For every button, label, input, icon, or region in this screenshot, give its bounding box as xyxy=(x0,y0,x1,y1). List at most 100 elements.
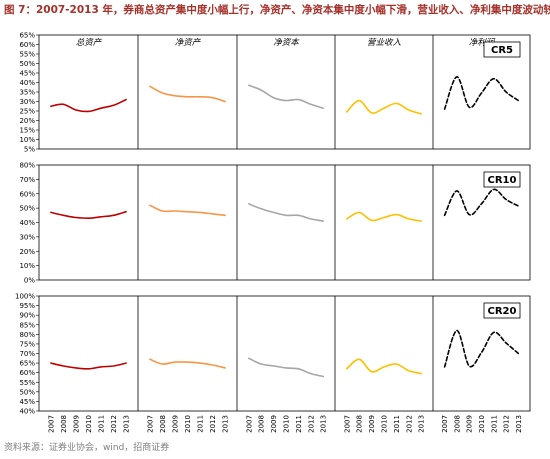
x-tick-label: 2011 xyxy=(98,415,106,433)
y-tick-label: 60% xyxy=(19,190,35,198)
series-line-cr5-col1 xyxy=(50,98,127,113)
series-line-cr20-col5 xyxy=(443,329,520,368)
x-tick-label: 2007 xyxy=(343,415,351,433)
series-line-cr10-col5 xyxy=(443,188,520,217)
series-line-cr10-col4 xyxy=(346,211,422,222)
x-tick-label: 2007 xyxy=(146,415,154,433)
x-tick-label: 2013 xyxy=(320,415,328,433)
y-tick-label: 25% xyxy=(19,108,35,116)
y-tick-label: 65% xyxy=(19,360,35,368)
figure-source: 资料来源：证券业协会，wind，招商证券 xyxy=(4,443,170,453)
panel-row-cr20: 40% 45% 50%55% 60%65% 70% 75%80% 85%90% 95%100%… xyxy=(15,293,531,433)
series-line-cr20-col2 xyxy=(149,358,226,369)
y-tick-label: 40% xyxy=(19,408,35,416)
x-tick-label: 2012 xyxy=(503,415,511,433)
column-header: 总资产 xyxy=(76,37,103,48)
x-tick-label: 2009 xyxy=(466,415,474,433)
x-tick-label: 2010 xyxy=(478,415,486,433)
panel-row-cr10: 0% 10% 20% 30% 40% 50% 60% 70% 80% CR10 xyxy=(19,162,531,285)
y-tick-label: 45% xyxy=(19,398,35,406)
series-line-cr10-col1 xyxy=(50,210,127,220)
x-tick-label: 2011 xyxy=(295,415,303,433)
x-tick-label: 2013 xyxy=(222,415,230,433)
x-tick-label: 2008 xyxy=(258,415,266,433)
series-line-cr5-col3 xyxy=(248,84,324,109)
y-tick-label: 70% xyxy=(19,176,35,184)
x-tick-label: 2010 xyxy=(283,415,291,433)
figure-title: 图 7：2007-2013 年，券商总资产集中度小幅上行，净资产、净资本集中度小… xyxy=(4,4,550,16)
cr-label: CR10 xyxy=(488,175,517,186)
y-tick-label: 60% xyxy=(19,41,35,49)
x-tick-label: 2012 xyxy=(405,415,413,433)
cr-label-box xyxy=(483,302,521,319)
x-tick-label: 2008 xyxy=(60,415,68,433)
x-tick-label: 2011 xyxy=(490,415,498,433)
y-tick-label: 0% xyxy=(24,277,35,285)
x-tick-label: 2012 xyxy=(209,415,217,433)
series-line-cr20-col3 xyxy=(248,357,324,378)
x-tick-label: 2010 xyxy=(85,415,93,433)
y-tick-label: 50% xyxy=(19,60,35,68)
panel-frame xyxy=(38,164,531,281)
x-tick-label: 2011 xyxy=(393,415,401,433)
y-tick-label: 45% xyxy=(19,70,35,78)
y-tick-label: 10% xyxy=(19,136,35,144)
x-tick-label: 2009 xyxy=(368,415,376,433)
x-tick-label: 2007 xyxy=(47,415,55,433)
y-tick-label: 90% xyxy=(19,312,35,320)
series-line-cr20-col4 xyxy=(346,358,422,375)
y-tick-label: 30% xyxy=(19,98,35,106)
y-tick-label: 80% xyxy=(19,162,35,170)
y-tick-label: 30% xyxy=(19,233,35,241)
y-tick-label: 85% xyxy=(19,321,35,329)
series-line-cr10-col2 xyxy=(149,204,226,217)
x-tick-label: 2013 xyxy=(418,415,426,433)
y-tick-label: 75% xyxy=(19,340,35,348)
series-line-cr5-col5 xyxy=(443,75,520,110)
cr-label: CR20 xyxy=(488,306,517,317)
y-tick-label: 100% xyxy=(15,293,35,301)
x-tick-label: 2007 xyxy=(441,415,449,433)
y-tick-label: 80% xyxy=(19,331,35,339)
x-tick-label: 2012 xyxy=(307,415,315,433)
y-tick-label: 55% xyxy=(19,379,35,387)
y-tick-label: 70% xyxy=(19,350,35,358)
cr-label: CR5 xyxy=(491,45,513,56)
y-tick-label: 55% xyxy=(19,51,35,59)
y-tick-label: 65% xyxy=(19,32,35,40)
cr-label-box xyxy=(483,41,521,58)
y-tick-label: 40% xyxy=(19,219,35,227)
x-tick-label: 2009 xyxy=(172,415,180,433)
x-tick-label: 2012 xyxy=(110,415,118,433)
x-tick-label: 2011 xyxy=(197,415,205,433)
y-tick-label: 20% xyxy=(19,117,35,125)
series-line-cr20-col1 xyxy=(50,362,127,370)
series-line-cr10-col3 xyxy=(248,203,324,222)
y-tick-label: 5% xyxy=(24,146,35,154)
y-tick-label: 40% xyxy=(19,79,35,87)
column-header: 净资产 xyxy=(175,37,202,48)
x-tick-label: 2008 xyxy=(159,415,167,433)
x-tick-label: 2010 xyxy=(381,415,389,433)
x-tick-label: 2010 xyxy=(184,415,192,433)
column-header: 营业收入 xyxy=(367,37,402,48)
x-tick-label: 2008 xyxy=(453,415,461,433)
panel-frame xyxy=(38,34,531,150)
panel-frame xyxy=(38,295,531,412)
x-tick-label: 2008 xyxy=(356,415,364,433)
x-tick-label: 2013 xyxy=(123,415,131,433)
x-tick-label: 2009 xyxy=(270,415,278,433)
column-header: 净资本 xyxy=(273,37,300,48)
y-tick-label: 50% xyxy=(19,388,35,396)
y-tick-label: 50% xyxy=(19,205,35,213)
y-tick-label: 10% xyxy=(19,262,35,270)
y-tick-label: 15% xyxy=(19,127,35,135)
y-tick-label: 35% xyxy=(19,89,35,97)
y-tick-label: 95% xyxy=(19,302,35,310)
x-tick-label: 2007 xyxy=(245,415,253,433)
panel-row-cr5: 5% 10%15% 20%25% 30%35% 40%45% 50%55% 60%65% 总资… xyxy=(19,32,531,154)
x-tick-label: 2013 xyxy=(515,415,523,433)
column-header: 净利润 xyxy=(469,37,496,48)
y-tick-label: 20% xyxy=(19,248,35,256)
